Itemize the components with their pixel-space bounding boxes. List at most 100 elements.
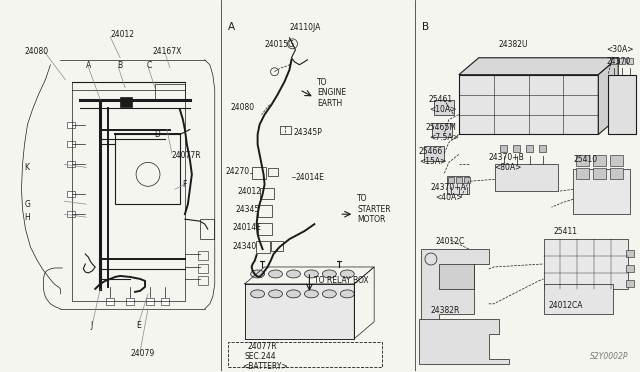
Bar	[271, 241, 282, 251]
Text: A: A	[86, 61, 92, 70]
Text: 24014E: 24014E	[233, 222, 262, 232]
Bar	[424, 147, 444, 161]
Polygon shape	[573, 169, 630, 214]
Text: <15A>: <15A>	[419, 157, 446, 166]
Text: E: E	[136, 321, 141, 330]
Bar	[106, 298, 114, 305]
Text: 24012: 24012	[237, 187, 262, 196]
Bar	[252, 167, 266, 179]
Text: 24080: 24080	[24, 47, 49, 56]
Bar	[126, 298, 134, 305]
Bar	[280, 125, 291, 135]
Polygon shape	[495, 164, 559, 191]
Ellipse shape	[323, 290, 336, 298]
Bar	[611, 155, 623, 166]
Bar	[155, 84, 185, 100]
Bar	[268, 169, 278, 176]
Bar	[456, 177, 462, 183]
Text: K: K	[24, 163, 29, 172]
Text: 24077R: 24077R	[248, 342, 277, 351]
Text: 25411: 25411	[554, 227, 577, 235]
Text: <80A>: <80A>	[495, 163, 522, 172]
Ellipse shape	[340, 270, 354, 278]
Bar	[161, 298, 169, 305]
Text: G: G	[24, 200, 30, 209]
Bar	[577, 169, 589, 179]
Text: J: J	[90, 321, 93, 330]
Polygon shape	[244, 284, 354, 339]
Text: 24015G: 24015G	[264, 40, 294, 49]
Text: B: B	[117, 61, 122, 70]
Bar	[120, 97, 132, 107]
Polygon shape	[421, 249, 489, 354]
Bar	[593, 155, 606, 166]
Text: <BATTERY>: <BATTERY>	[243, 362, 288, 371]
Text: 24370+B: 24370+B	[489, 153, 524, 162]
Bar	[198, 276, 208, 285]
Text: H: H	[24, 213, 30, 222]
Polygon shape	[543, 239, 628, 289]
Text: 25465M: 25465M	[426, 123, 457, 132]
Text: 25410: 25410	[573, 155, 598, 164]
Text: F: F	[182, 180, 186, 189]
Bar	[260, 188, 273, 199]
Polygon shape	[598, 58, 618, 135]
Ellipse shape	[287, 290, 300, 298]
Bar	[198, 251, 208, 260]
Text: 24370: 24370	[606, 57, 630, 66]
Bar	[626, 250, 634, 257]
Text: 24077R: 24077R	[172, 151, 202, 160]
Bar	[67, 211, 76, 217]
Polygon shape	[419, 319, 509, 363]
Bar	[67, 191, 76, 197]
Text: C: C	[147, 61, 152, 70]
Text: <7.5A>: <7.5A>	[429, 133, 459, 142]
Bar	[611, 169, 623, 179]
Ellipse shape	[305, 270, 318, 278]
Text: 24340: 24340	[233, 241, 257, 251]
Bar	[620, 58, 625, 64]
Text: TO
ENGINE
EARTH: TO ENGINE EARTH	[317, 78, 346, 108]
Ellipse shape	[287, 270, 300, 278]
Bar	[200, 219, 214, 239]
Text: 25461: 25461	[429, 95, 453, 104]
Bar	[146, 298, 154, 305]
Bar	[593, 169, 606, 179]
Text: A: A	[228, 22, 235, 32]
Text: 24080: 24080	[230, 103, 255, 112]
Ellipse shape	[340, 290, 354, 298]
Bar	[543, 284, 613, 314]
Bar	[255, 241, 269, 253]
Bar	[447, 176, 468, 194]
Bar	[525, 145, 532, 153]
Bar	[434, 100, 454, 115]
Text: 24167X: 24167X	[152, 47, 181, 56]
Text: 24079: 24079	[130, 349, 154, 358]
Text: B: B	[422, 22, 429, 32]
Ellipse shape	[251, 290, 264, 298]
Text: <40A>: <40A>	[435, 193, 463, 202]
Bar	[513, 145, 520, 153]
Bar	[258, 223, 271, 235]
Text: 25466: 25466	[419, 147, 444, 156]
Polygon shape	[459, 58, 618, 75]
Bar	[464, 177, 470, 183]
Bar	[611, 58, 617, 64]
Bar	[577, 155, 589, 166]
Text: D: D	[154, 130, 160, 139]
Bar	[448, 177, 454, 183]
Text: 24382R: 24382R	[431, 306, 460, 315]
Ellipse shape	[323, 270, 336, 278]
Polygon shape	[608, 75, 636, 135]
Text: 24345P: 24345P	[294, 128, 323, 137]
Text: S2Y0002P: S2Y0002P	[589, 352, 628, 360]
Bar	[432, 122, 452, 138]
Bar	[439, 264, 474, 289]
Text: 24270: 24270	[226, 167, 250, 176]
Text: 24012: 24012	[110, 31, 134, 39]
Text: <30A>: <30A>	[606, 45, 634, 54]
Bar	[228, 342, 382, 366]
Bar	[626, 265, 634, 272]
Text: 24370+A: 24370+A	[431, 183, 467, 192]
Text: TO
STARTER
MOTOR: TO STARTER MOTOR	[357, 194, 391, 224]
